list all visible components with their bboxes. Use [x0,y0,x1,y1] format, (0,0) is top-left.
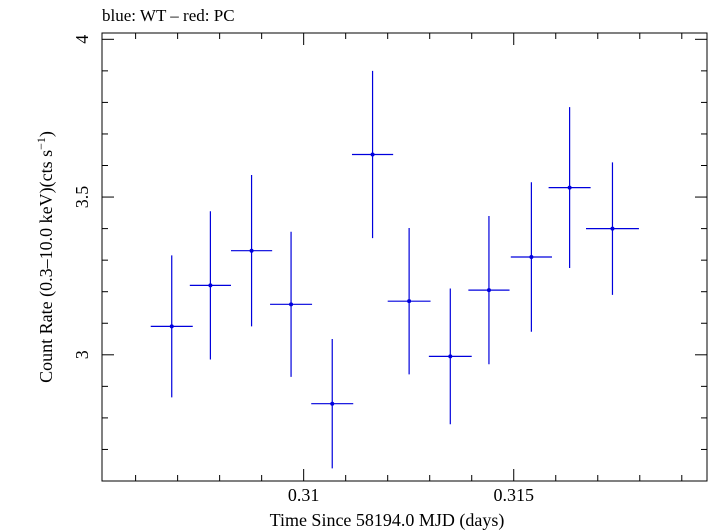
point-marker [407,299,412,304]
x-tick-label: 0.31 [288,485,320,505]
chart-title: blue: WT – red: PC [102,6,235,25]
point-marker [330,401,335,406]
axis-ticks [102,33,707,482]
point-marker [289,302,294,307]
data-point [510,182,552,332]
data-point [387,227,431,375]
point-marker [249,248,254,253]
point-marker [208,283,213,288]
point-marker [169,324,174,329]
y-axis-label-close: ) [36,131,57,137]
x-tick-label: 0.315 [493,485,534,505]
y-tick-label: 4 [72,35,92,44]
data-point [586,162,639,295]
y-axis-label-main: Count Rate (0.3–10.0 keV)(cts s [36,150,57,383]
tick-labels: 0.31 0.315 3 3.5 4 [72,35,534,505]
data-point [428,288,472,425]
y-tick-label: 3.5 [72,186,92,209]
data-point [311,339,354,469]
data-point [150,255,193,398]
point-marker [486,288,491,293]
data-point [351,70,394,239]
data-point [189,211,231,360]
point-marker [370,152,375,157]
x-axis-label: Time Since 58194.0 MJD (days) [270,510,505,531]
data-point [270,231,313,377]
plot-frame [101,32,708,482]
y-axis-label-exponent: −1 [34,137,48,150]
data-point [548,107,591,269]
y-tick-label: 3 [72,350,92,359]
data-points [150,70,639,469]
point-marker [567,185,572,190]
y-axis-label: Count Rate (0.3–10.0 keV)(cts s−1) [34,131,57,383]
data-point [230,174,273,327]
point-marker [610,226,615,231]
point-marker [529,255,534,259]
data-point [468,215,510,365]
point-marker [448,354,453,359]
